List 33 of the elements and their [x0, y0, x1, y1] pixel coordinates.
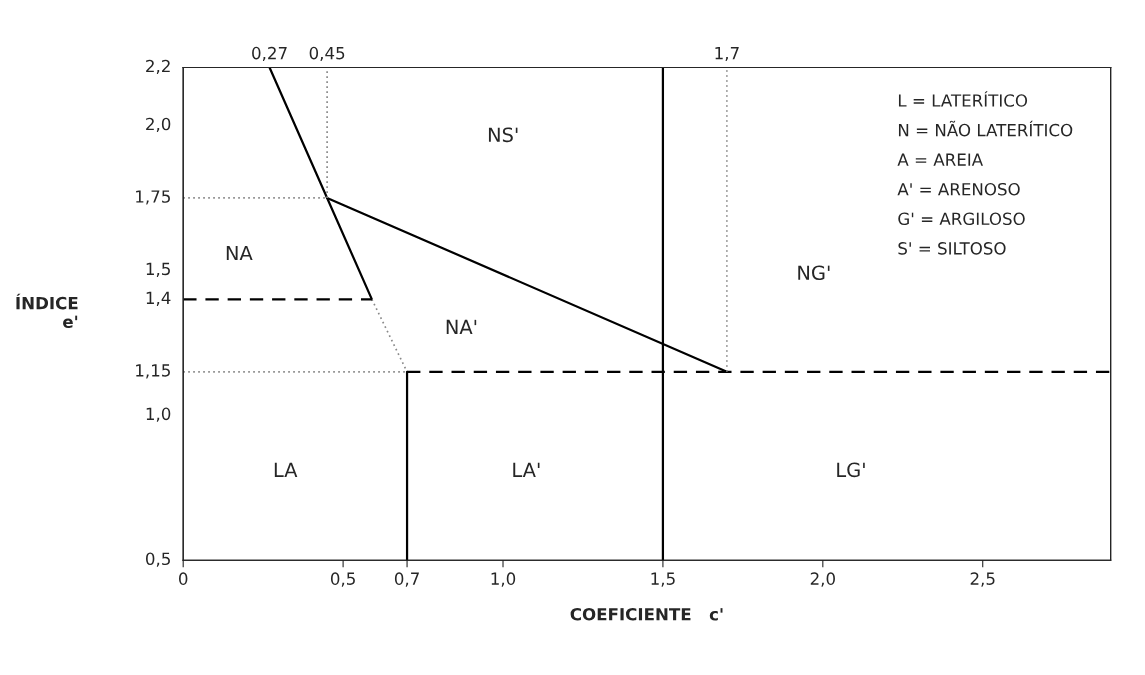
x-tick-label: 2,0 [810, 572, 835, 587]
annotation: LG' [837, 462, 865, 478]
y-tick-label: 1,4 [146, 291, 171, 306]
annotation: G' = ARGILOSO [898, 212, 1025, 226]
y-tick-label: 1,0 [146, 407, 171, 422]
x-tick-label: 1,5 [651, 572, 675, 587]
annotation: LA' [513, 462, 540, 477]
y-tick-label: 1,5 [146, 262, 170, 277]
annotation: LA [274, 462, 298, 477]
y-tick-label: 0,5 [145, 552, 170, 567]
x2-tick-label: 0,45 [309, 46, 345, 62]
annotation: NS' [488, 127, 518, 143]
x-tick-label: 0,7 [394, 572, 419, 587]
y-tick-label: 1,75 [136, 190, 170, 205]
annotation: A' = ARENOSO [897, 182, 1020, 196]
annotation: L = LATERÍTICO [898, 91, 1028, 107]
x2-tick-label: 0,27 [252, 46, 287, 62]
annotation: S' = SILTOSO [898, 242, 1006, 255]
y-tick-label: 1,15 [136, 364, 170, 379]
y-axis-title: ÍNDICE e' [16, 293, 78, 329]
x-axis-title: COEFICIENTE c' [570, 607, 723, 621]
x2-tick-label: 1,7 [715, 47, 739, 62]
y-tick-label: 2,0 [146, 117, 171, 133]
annotation: NA' [446, 319, 477, 335]
annotation: NA [226, 245, 253, 261]
annotation: A = AREIA [897, 153, 983, 166]
x-tick-label: 1,0 [491, 572, 516, 587]
annotation: N = NÃO LATERÍTICO [898, 120, 1073, 137]
x-tick-label: 0 [179, 572, 188, 585]
annotation: NG' [798, 265, 830, 281]
y-tick-label: 2,2 [146, 59, 170, 75]
x-tick-label: 2,5 [970, 572, 995, 587]
x-tick-label: 0,5 [330, 572, 355, 587]
